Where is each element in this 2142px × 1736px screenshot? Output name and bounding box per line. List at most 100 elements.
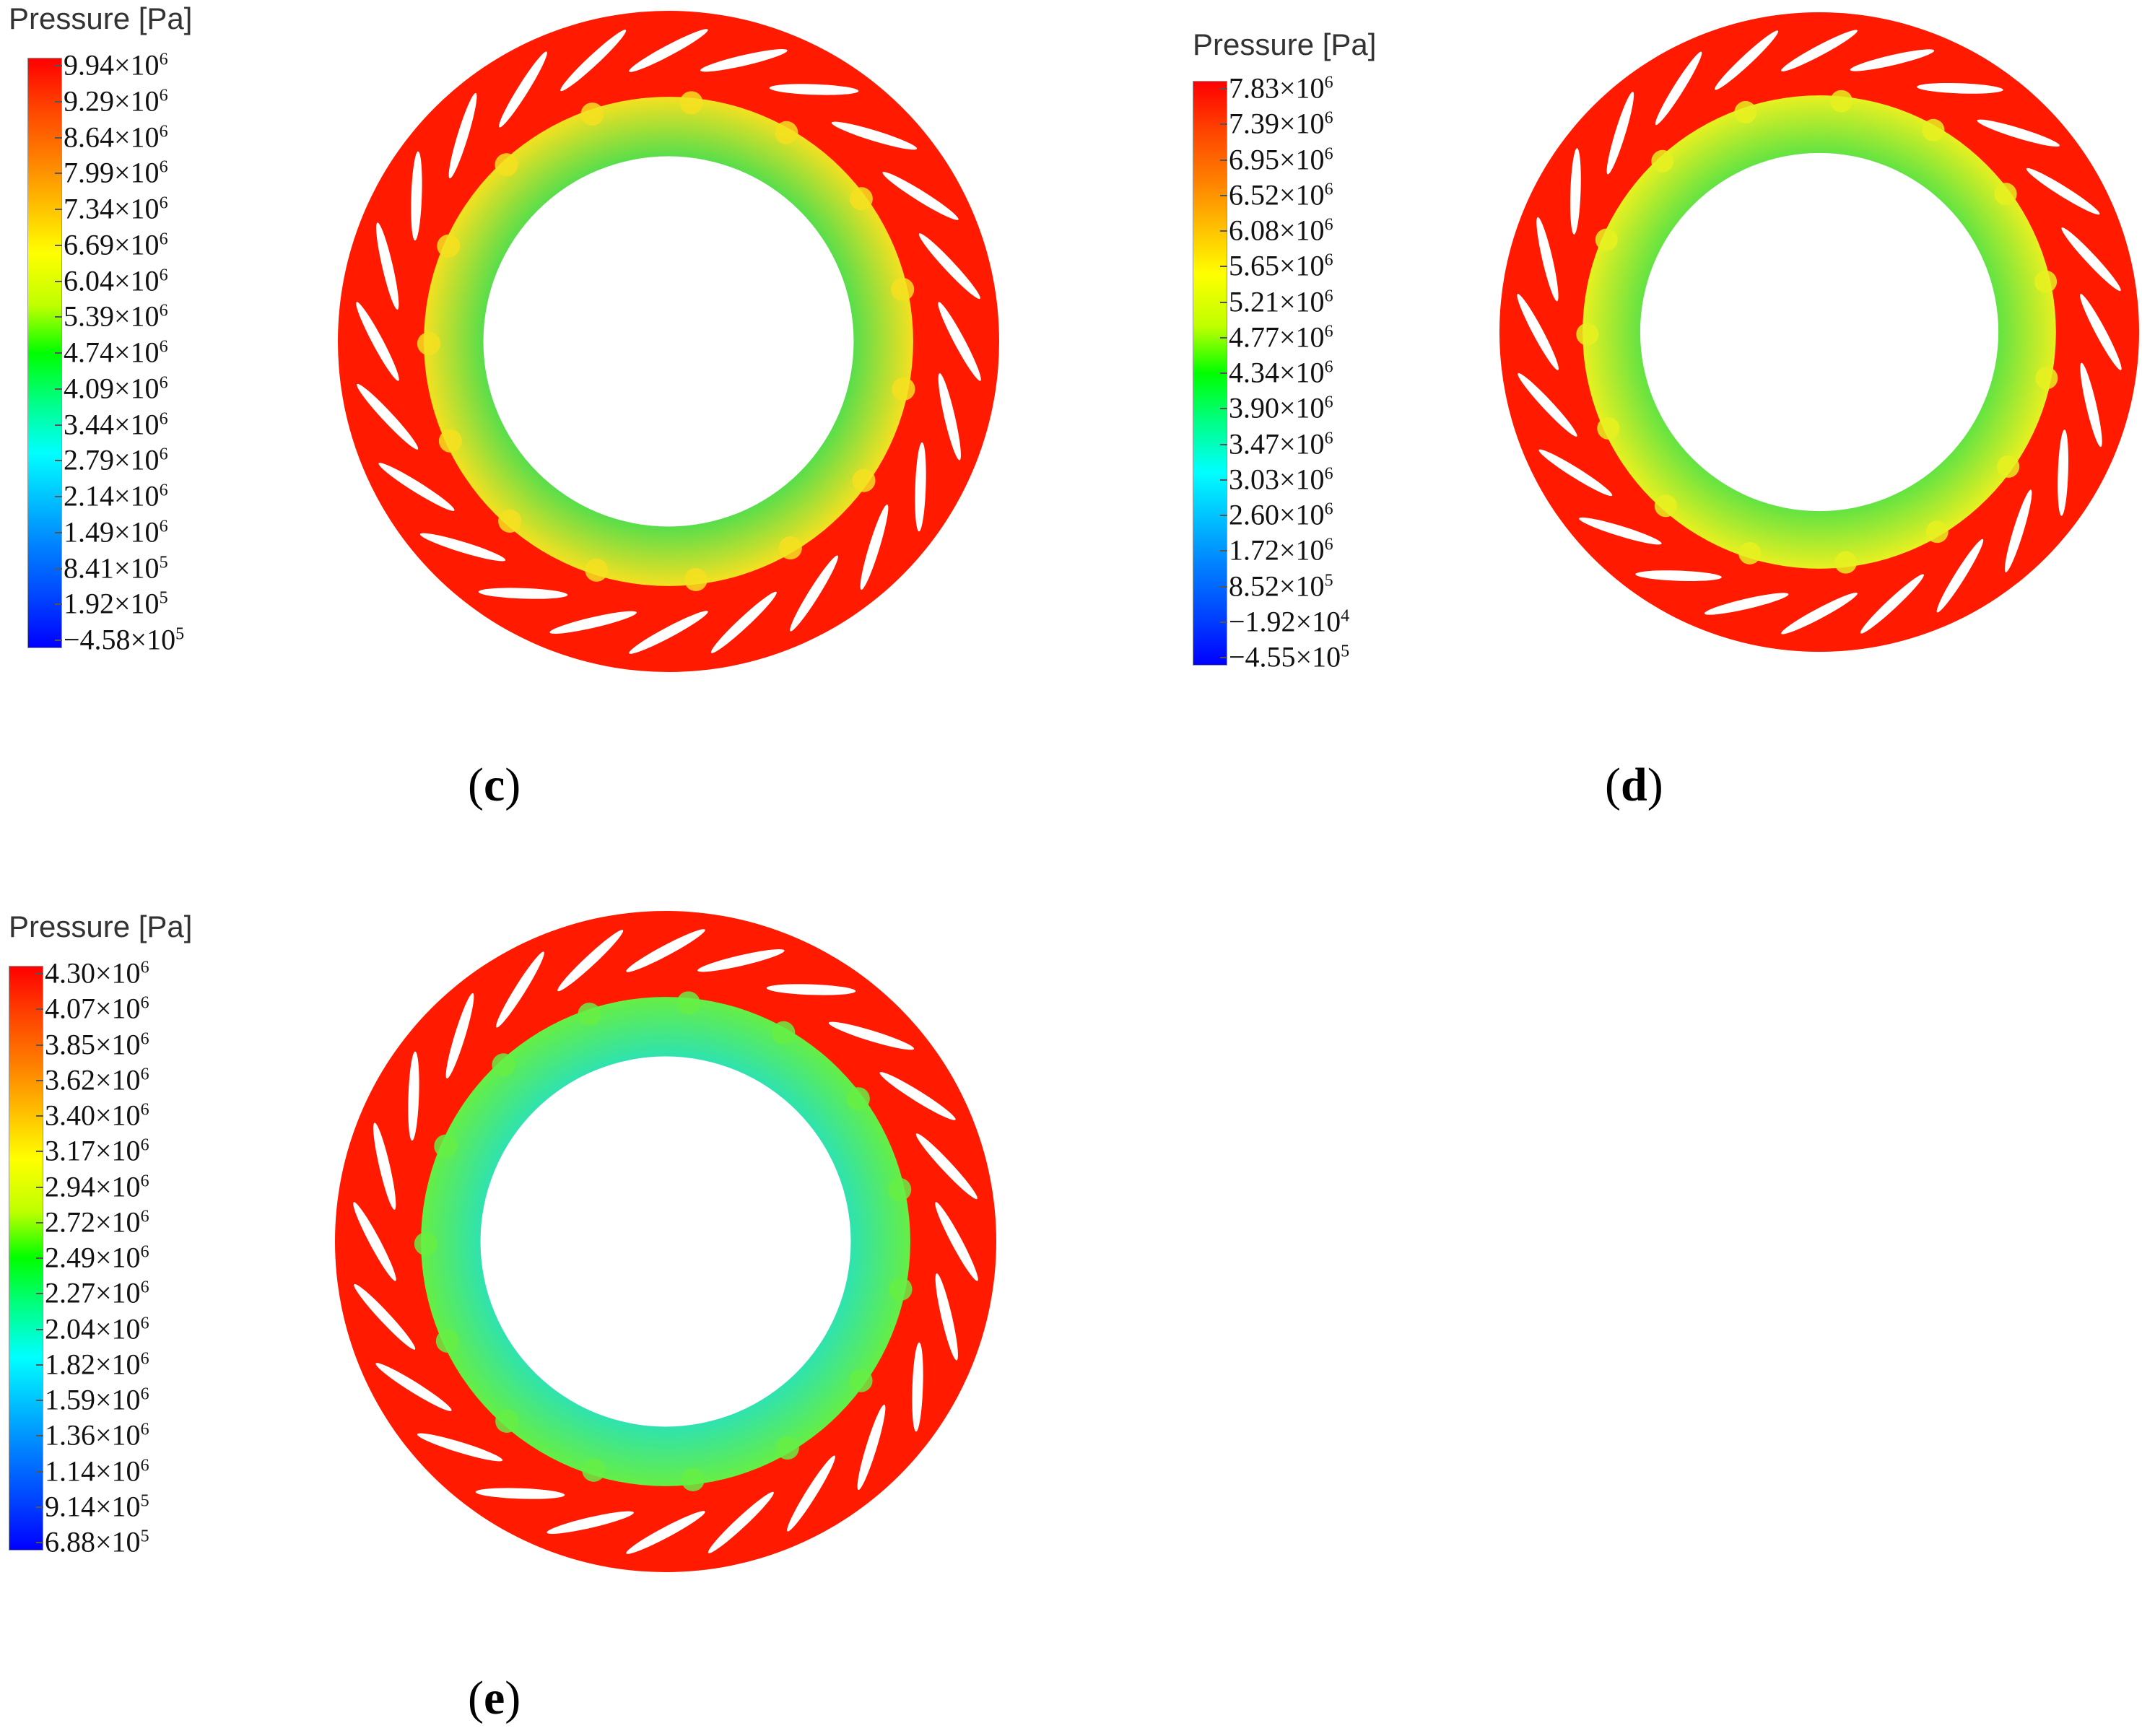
colorbar-title: Pressure [Pa] xyxy=(9,910,193,943)
blade-tip xyxy=(775,121,798,144)
blade-tip xyxy=(676,991,700,1015)
colorbar-tick xyxy=(36,1186,43,1188)
guide-vane xyxy=(2004,489,2032,572)
colorbar-label: 2.79×106 xyxy=(64,443,168,476)
blade-tip xyxy=(684,567,708,592)
colorbar-label: −1.92×104 xyxy=(1229,605,1350,638)
guide-vane xyxy=(915,442,926,532)
colorbar-tick xyxy=(36,1364,43,1366)
guide-vane xyxy=(918,233,980,300)
colorbar-label: 7.39×106 xyxy=(1229,107,1333,140)
guide-vane xyxy=(1715,30,1779,90)
colorbar-tick xyxy=(1220,194,1227,196)
colorbar-tick xyxy=(55,603,62,606)
guide-vane xyxy=(938,302,981,381)
colorbar-tick xyxy=(36,1008,43,1011)
colorbar-tick xyxy=(36,1079,43,1081)
guide-vane xyxy=(882,172,959,220)
blade-tip xyxy=(585,558,609,582)
colorbar-label: 2.49×106 xyxy=(45,1241,149,1274)
guide-vane xyxy=(879,1072,956,1120)
blade-tip xyxy=(679,91,703,115)
guide-vane xyxy=(697,949,785,972)
blade-tip xyxy=(1997,455,2020,478)
guide-vane xyxy=(1538,449,1613,497)
guide-vane xyxy=(2061,227,2121,292)
colorbar-tick xyxy=(36,973,43,974)
guide-vane xyxy=(700,49,788,72)
blade-tip xyxy=(1922,118,1945,141)
colorbar-tick xyxy=(1220,408,1227,410)
colorbar-tick xyxy=(55,173,62,175)
guide-vane xyxy=(912,1342,923,1432)
guide-vane xyxy=(496,951,544,1028)
panel-c: Pressure [Pa] (c) 9.94×106 9.29×106 8.64×1… xyxy=(0,0,1184,837)
colorbar-tick xyxy=(1220,657,1227,658)
guide-vane xyxy=(375,1363,452,1411)
hub-hole xyxy=(483,156,854,527)
colorbar-label: 1.36×106 xyxy=(45,1418,149,1452)
guide-vane xyxy=(935,1273,958,1361)
guide-vane xyxy=(1781,30,1858,71)
guide-vane xyxy=(626,929,705,972)
guide-vane xyxy=(419,533,506,562)
guide-vane xyxy=(769,84,859,95)
guide-vane xyxy=(1517,294,1559,370)
colorbar-label: 8.52×105 xyxy=(1229,570,1333,602)
colorbar-label: 5.39×106 xyxy=(64,300,168,333)
guide-vane xyxy=(557,930,624,992)
colorbar-label: 6.69×106 xyxy=(64,228,168,261)
colorbar-label: 2.72×106 xyxy=(45,1205,149,1239)
guide-vane xyxy=(356,302,399,381)
guide-vane xyxy=(710,591,777,653)
guide-vane xyxy=(549,611,637,634)
colorbar-tick xyxy=(1220,230,1227,232)
colorbar-label: 5.65×106 xyxy=(1229,249,1333,282)
colorbar-tick xyxy=(1220,479,1227,481)
blade-tip xyxy=(849,187,873,211)
colorbar-tick xyxy=(36,1293,43,1295)
colorbar-label: 1.59×106 xyxy=(45,1383,149,1416)
guide-vane xyxy=(417,1433,503,1462)
colorbar-tick xyxy=(55,567,62,570)
blade-tip xyxy=(772,1021,796,1044)
blade-tip xyxy=(892,377,915,401)
guide-vane xyxy=(626,1511,705,1554)
guide-vane xyxy=(1917,83,2003,94)
colorbar-tick xyxy=(1220,301,1227,303)
colorbar-label: 1.82×106 xyxy=(45,1348,149,1381)
blade-tip xyxy=(1830,90,1853,113)
colorbar-label: 2.94×106 xyxy=(45,1170,149,1203)
colorbar-label: 1.92×105 xyxy=(64,587,168,620)
pressure-contour-ring xyxy=(1499,12,2139,652)
colorbar-label: 3.85×106 xyxy=(45,1028,149,1060)
colorbar-tick xyxy=(36,1470,43,1473)
colorbar-tick xyxy=(36,1542,43,1543)
blade-tip xyxy=(775,1436,799,1460)
panel-d: Pressure [Pa] (d) 7.83×106 7.39×106 6.95×1… xyxy=(1184,0,2142,837)
colorbar-label: 7.99×106 xyxy=(64,156,168,189)
colorbar-tick xyxy=(55,496,62,497)
guide-vane xyxy=(708,1491,774,1553)
guide-vane xyxy=(1518,372,1577,437)
blade-tip xyxy=(1734,100,1757,123)
colorbar-tick xyxy=(1220,585,1227,588)
guide-vane xyxy=(354,1283,416,1350)
colorbar-tick xyxy=(1220,621,1227,623)
blade-tip xyxy=(1654,494,1677,518)
guide-vane xyxy=(408,1051,419,1141)
blade-tip xyxy=(1834,551,1858,574)
guide-vane xyxy=(1606,92,1634,175)
colorbar-label: 7.83×106 xyxy=(1229,71,1333,105)
colorbar-label: 1.72×106 xyxy=(1229,533,1333,567)
colorbar-label: 4.30×106 xyxy=(45,956,149,990)
blade-tip xyxy=(681,1467,705,1492)
colorbar-tick xyxy=(36,1435,43,1437)
colorbar-tick xyxy=(1220,336,1227,339)
blade-tip xyxy=(1651,149,1674,173)
guide-vane xyxy=(2080,362,2102,448)
blade-tip xyxy=(578,1003,601,1026)
guide-vane xyxy=(860,504,889,590)
guide-vane xyxy=(373,1122,396,1210)
guide-vane xyxy=(1781,593,1858,634)
